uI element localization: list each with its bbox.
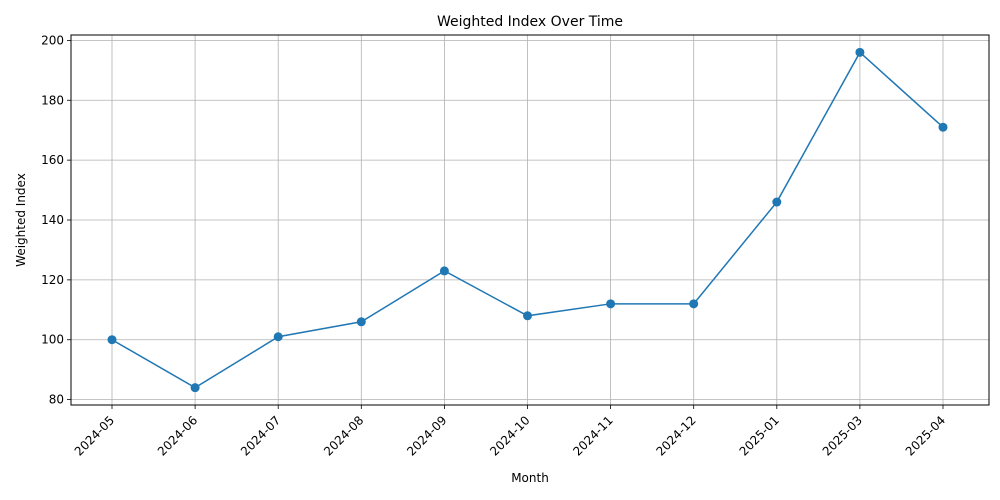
y-axis-label: Weighted Index (14, 173, 28, 267)
data-point (190, 383, 200, 393)
data-point (107, 335, 117, 345)
data-point (606, 299, 616, 309)
y-axis: 80 100 120 140 160 180 200 (41, 33, 71, 407)
chart-title: Weighted Index Over Time (437, 14, 623, 30)
data-point (772, 197, 782, 207)
data-point (273, 332, 283, 342)
data-point (938, 122, 948, 132)
y-tick-label: 140 (41, 213, 64, 227)
x-axis-label: Month (511, 471, 549, 485)
data-point (439, 266, 449, 276)
y-tick-label: 160 (41, 153, 64, 167)
y-tick-label: 80 (49, 393, 64, 407)
y-tick-label: 100 (41, 333, 64, 347)
data-point (855, 47, 865, 57)
series-layer (107, 47, 948, 393)
data-point (356, 317, 366, 327)
data-point (689, 299, 699, 309)
y-tick-label: 180 (41, 93, 64, 107)
grid-lines (71, 35, 989, 405)
y-tick-label: 200 (41, 33, 64, 47)
data-point (523, 311, 532, 321)
y-tick-label: 120 (41, 273, 64, 287)
